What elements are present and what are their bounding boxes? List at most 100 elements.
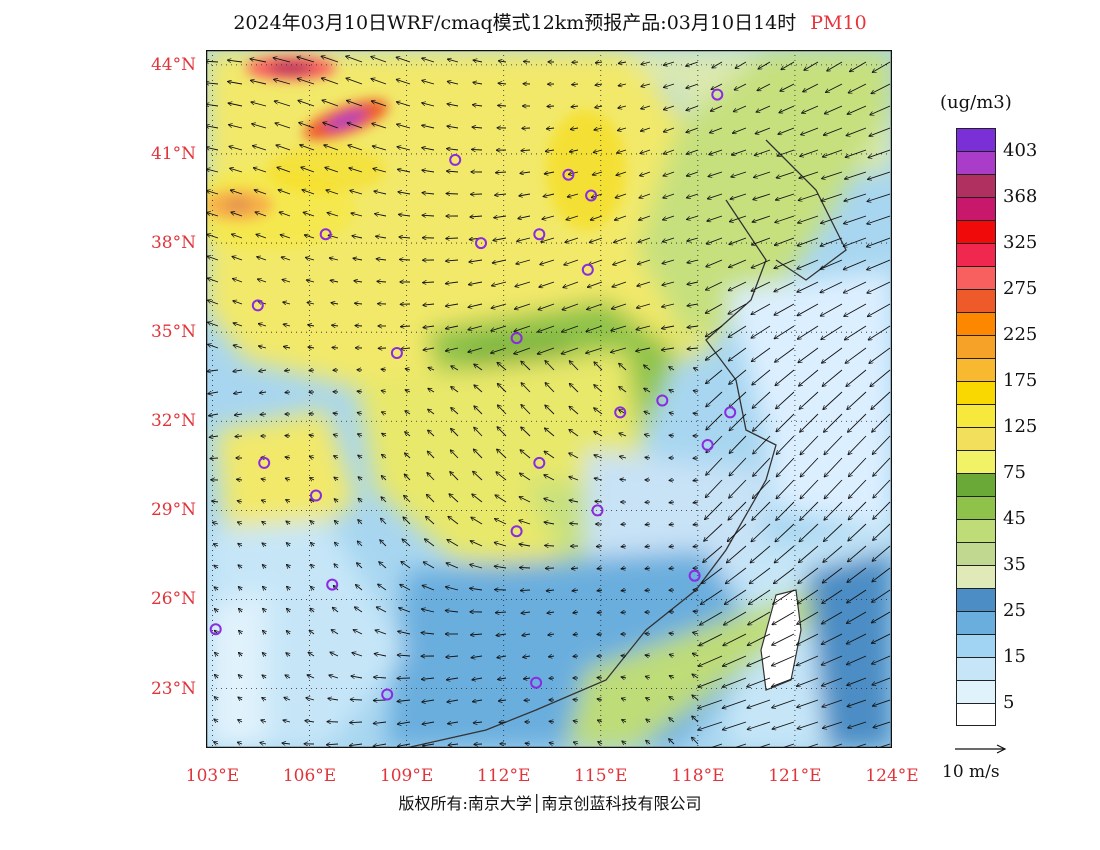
- wind-arrow: [262, 698, 266, 701]
- wind-arrow: [397, 124, 411, 129]
- legend-swatch: [956, 335, 996, 358]
- wind-arrow: [612, 281, 627, 287]
- wind-arrow: [497, 449, 507, 459]
- wind-arrow: [752, 479, 771, 499]
- wind-arrow: [494, 566, 507, 568]
- wind-arrow: [776, 435, 795, 454]
- wind-arrow: [375, 630, 387, 635]
- wind-arrow: [321, 56, 339, 63]
- wind-arrow: [704, 523, 723, 541]
- wind-arrow: [470, 216, 483, 217]
- wind-arrow: [371, 57, 387, 63]
- wind-arrow: [622, 741, 626, 744]
- wind-arrow: [451, 387, 459, 393]
- wind-arrow: [732, 149, 747, 155]
- wind-arrow: [332, 607, 339, 613]
- wind-arrow: [233, 370, 243, 372]
- wind-arrow: [595, 84, 603, 85]
- wind-arrow: [751, 347, 771, 362]
- wind-arrow: [349, 168, 363, 173]
- wind-arrow: [873, 479, 891, 498]
- wind-arrow: [398, 214, 411, 216]
- wind-arrow: [285, 370, 291, 371]
- wind-arrow: [397, 722, 411, 724]
- wind-arrow: [797, 589, 819, 604]
- wind-arrow: [732, 127, 747, 133]
- wind-arrow: [358, 455, 362, 458]
- wind-arrow: [331, 630, 339, 635]
- wind-arrow: [618, 106, 627, 108]
- wind-arrow: [548, 634, 555, 635]
- wind-arrow: [844, 215, 867, 224]
- wind-arrow: [207, 234, 219, 239]
- wind-arrow: [445, 282, 459, 284]
- legend-swatch: [956, 519, 996, 542]
- wind-arrow: [334, 499, 338, 502]
- wind-arrow: [447, 700, 459, 702]
- wind-arrow: [752, 237, 771, 245]
- wind-arrow: [822, 171, 843, 179]
- wind-arrow: [645, 546, 651, 547]
- wind-arrow: [381, 391, 387, 393]
- wind-arrow: [206, 191, 219, 195]
- wind-arrow: [307, 675, 315, 678]
- wind-arrow: [847, 677, 867, 685]
- wind-arrow: [447, 81, 459, 84]
- wind-arrow: [803, 83, 819, 92]
- wind-arrow: [352, 653, 363, 657]
- wind-arrow: [619, 363, 627, 371]
- wind-arrow: [470, 565, 483, 569]
- wind-arrow: [775, 347, 795, 362]
- wind-arrow: [753, 457, 771, 476]
- wind-arrow: [208, 392, 219, 394]
- wind-arrow: [797, 325, 819, 339]
- wind-arrow: [617, 149, 627, 153]
- wind-arrow: [561, 347, 579, 354]
- wind-arrow: [731, 171, 747, 177]
- wind-arrow: [571, 106, 579, 107]
- legend-swatch: [956, 657, 996, 680]
- wind-arrow: [492, 259, 507, 263]
- wind-arrow: [751, 325, 771, 338]
- wind-arrow: [778, 127, 795, 134]
- wind-arrow: [707, 193, 723, 199]
- wind-arrow: [753, 435, 771, 454]
- wind-arrow: [304, 235, 315, 239]
- wind-arrow: [693, 546, 699, 547]
- wind-arrow: [214, 675, 218, 679]
- wind-arrow: [594, 431, 603, 437]
- legend-tick: 25: [1003, 600, 1026, 621]
- legend-tick: 175: [1003, 370, 1038, 391]
- wind-arrow: [281, 257, 291, 260]
- wind-arrow: [669, 524, 675, 525]
- wind-arrow: [373, 722, 387, 724]
- wind-arrow: [796, 677, 819, 686]
- wind-arrow: [773, 589, 795, 604]
- wind-arrow: [357, 413, 363, 415]
- station-marker: [614, 406, 627, 419]
- wind-arrow: [597, 590, 603, 591]
- wind-arrow: [544, 172, 555, 174]
- wind-arrow: [847, 567, 867, 582]
- monitoring-stations: [209, 88, 737, 701]
- wind-arrow: [215, 652, 218, 656]
- wind-arrow: [229, 146, 243, 151]
- wind-arrow: [687, 282, 699, 284]
- wind-arrow: [470, 588, 483, 590]
- wind-arrow: [515, 281, 531, 287]
- wind-arrow: [846, 369, 867, 387]
- wind-arrow: [523, 656, 531, 657]
- wind-arrow: [669, 502, 675, 503]
- wind-arrow: [619, 433, 627, 436]
- wind-arrow: [398, 192, 411, 194]
- wind-arrow: [422, 80, 435, 85]
- wind-arrow: [350, 722, 363, 723]
- wind-arrow: [669, 435, 675, 436]
- wind-arrow: [871, 391, 891, 410]
- wind-arrow: [273, 58, 291, 63]
- wind-arrow: [358, 498, 362, 502]
- wind-arrow: [622, 720, 626, 722]
- wind-arrow: [422, 585, 435, 591]
- wind-arrow: [729, 479, 747, 498]
- wind-arrow: [379, 562, 387, 569]
